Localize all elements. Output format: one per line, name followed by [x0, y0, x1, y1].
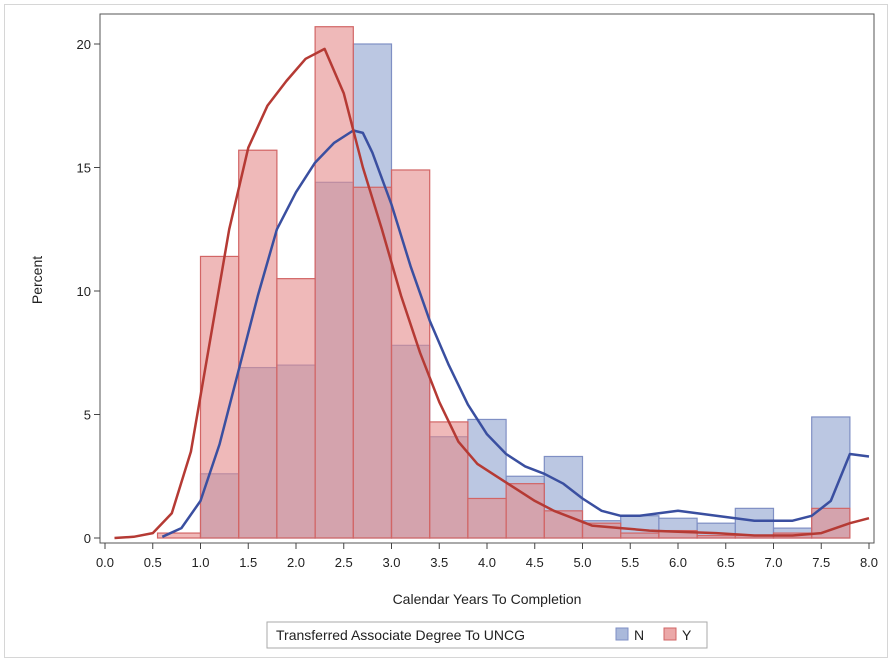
x-tick-label: 6.5	[717, 555, 735, 570]
x-tick-label: 0.5	[144, 555, 162, 570]
x-tick-label: 2.0	[287, 555, 305, 570]
y-tick-label: 0	[84, 531, 91, 546]
legend-swatch-N	[615, 627, 629, 641]
density-curve-Y	[114, 47, 870, 540]
bar-Y-6	[390, 169, 431, 539]
chart-frame	[4, 4, 888, 658]
bar-Y-14	[696, 534, 736, 539]
x-tick-label: 8.0	[860, 555, 878, 570]
x-tick-label: 0.0	[96, 555, 114, 570]
legend-swatch-Y	[663, 627, 677, 641]
x-tick-label: 6.0	[669, 555, 687, 570]
legend-label-Y: Y	[682, 627, 692, 643]
x-tick-label: 4.0	[478, 555, 496, 570]
legend-title: Transferred Associate Degree To UNCG	[276, 627, 525, 643]
x-tick-label: 5.0	[573, 555, 591, 570]
bar-Y-3	[276, 278, 316, 539]
series-Y-bars	[156, 26, 851, 539]
bar-Y-12	[620, 532, 660, 539]
x-axis-title: Calendar Years To Completion	[393, 591, 582, 607]
x-tick-label: 3.5	[430, 555, 448, 570]
y-tick-label: 10	[77, 284, 91, 299]
y-axis-title: Percent	[29, 256, 45, 304]
x-tick-label: 3.0	[382, 555, 400, 570]
bar-Y-5	[352, 186, 393, 539]
bar-N-15	[734, 507, 775, 539]
bar-Y-4	[314, 26, 354, 539]
x-tick-label: 7.5	[812, 555, 830, 570]
x-tick-label: 4.5	[526, 555, 544, 570]
x-tick-label: 1.0	[191, 555, 209, 570]
legend-box	[266, 621, 708, 649]
y-tick-label: 5	[84, 408, 91, 423]
bar-Y-8	[467, 497, 507, 539]
legend-label-N: N	[634, 627, 644, 643]
y-tick-label: 20	[77, 37, 91, 52]
x-tick-label: 2.5	[335, 555, 353, 570]
density-curve-N	[161, 129, 870, 538]
y-tick-label: 15	[77, 161, 91, 176]
x-tick-label: 7.0	[764, 555, 782, 570]
bar-Y-7	[429, 421, 469, 539]
x-tick-label: 5.5	[621, 555, 639, 570]
bar-Y-9	[505, 483, 545, 539]
x-tick-label: 1.5	[239, 555, 257, 570]
